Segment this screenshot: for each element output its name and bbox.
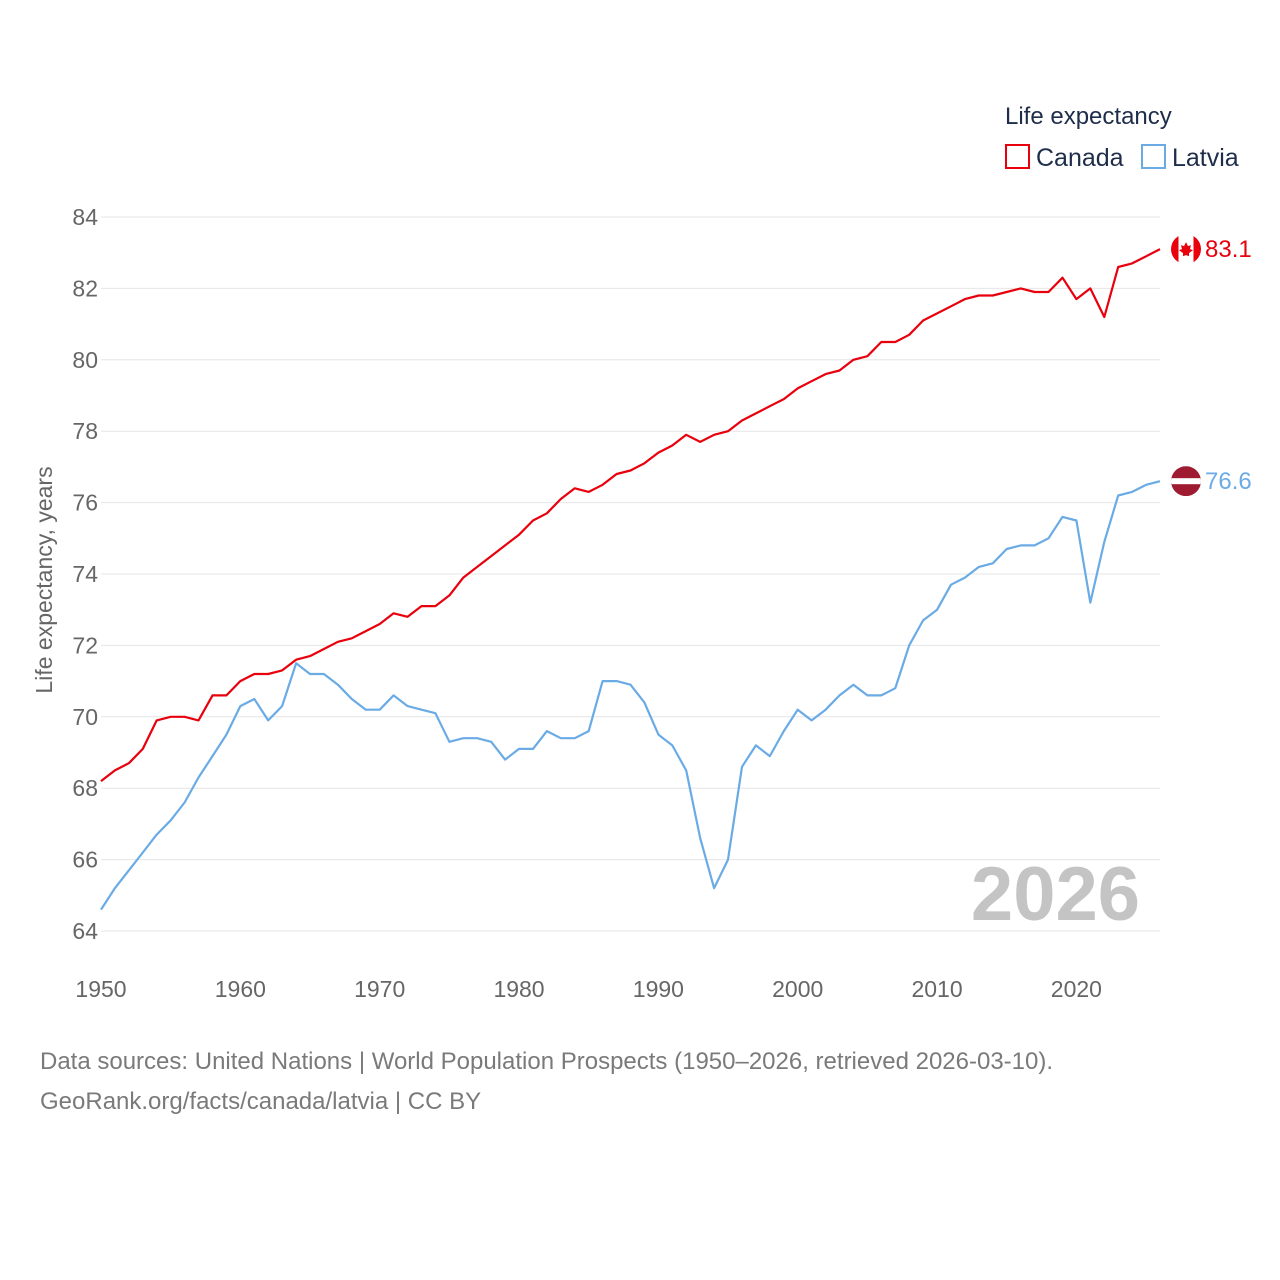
attribution-link[interactable]: GeoRank.org/facts/canada/latvia | CC BY bbox=[40, 1088, 482, 1115]
series-line-latvia bbox=[100, 480, 1161, 911]
y-axis-label: Life expectancy, years bbox=[31, 466, 57, 693]
legend-title: Life expectancy bbox=[1005, 103, 1172, 130]
end-markers: 83.1 76.6 bbox=[1171, 234, 1252, 497]
x-tick-2000: 2000 bbox=[772, 976, 823, 1002]
y-tick-70: 70 bbox=[72, 704, 98, 730]
y-tick-78: 78 bbox=[72, 418, 98, 444]
x-tick-2020: 2020 bbox=[1051, 976, 1102, 1002]
x-tick-1960: 1960 bbox=[215, 976, 266, 1002]
y-tick-68: 68 bbox=[72, 775, 98, 801]
y-tick-76: 76 bbox=[72, 490, 98, 516]
y-tick-82: 82 bbox=[72, 275, 98, 301]
legend-label-canada: Canada bbox=[1036, 144, 1124, 172]
footer: Data sources: United Nations | World Pop… bbox=[40, 1042, 1053, 1122]
y-tick-74: 74 bbox=[72, 561, 98, 587]
legend-item-canada[interactable]: Canada bbox=[1005, 144, 1124, 172]
y-tick-64: 64 bbox=[72, 918, 98, 944]
flag-icon-canada bbox=[1171, 234, 1201, 265]
flag-icon-latvia bbox=[1171, 466, 1201, 497]
y-tick-72: 72 bbox=[72, 632, 98, 658]
y-tick-80: 80 bbox=[72, 347, 98, 373]
gridlines bbox=[101, 216, 1160, 932]
y-tick-66: 66 bbox=[72, 847, 98, 873]
x-tick-1990: 1990 bbox=[633, 976, 684, 1002]
x-tick-1980: 1980 bbox=[493, 976, 544, 1002]
year-watermark: 2026 bbox=[971, 852, 1140, 937]
legend-label-latvia: Latvia bbox=[1172, 144, 1239, 172]
x-axis-ticks: 1950 1960 1970 1980 1990 2000 2010 2020 bbox=[75, 976, 1102, 1002]
legend-swatch-latvia bbox=[1141, 144, 1166, 169]
legend-item-latvia[interactable]: Latvia bbox=[1141, 144, 1239, 172]
end-label-latvia: 76.6 bbox=[1205, 468, 1252, 495]
x-tick-2010: 2010 bbox=[911, 976, 962, 1002]
series-lines bbox=[100, 248, 1161, 911]
end-label-canada: 83.1 bbox=[1205, 236, 1252, 263]
legend-swatch-canada bbox=[1005, 144, 1030, 169]
y-tick-84: 84 bbox=[72, 204, 98, 230]
data-sources-text: Data sources: United Nations | World Pop… bbox=[40, 1048, 1054, 1075]
series-line-canada bbox=[100, 248, 1161, 782]
x-tick-1950: 1950 bbox=[75, 976, 126, 1002]
y-axis-ticks: 64 66 68 70 72 74 76 78 80 82 84 bbox=[72, 204, 98, 944]
legend: Life expectancy Canada Latvia bbox=[1005, 103, 1239, 172]
x-tick-1970: 1970 bbox=[354, 976, 405, 1002]
